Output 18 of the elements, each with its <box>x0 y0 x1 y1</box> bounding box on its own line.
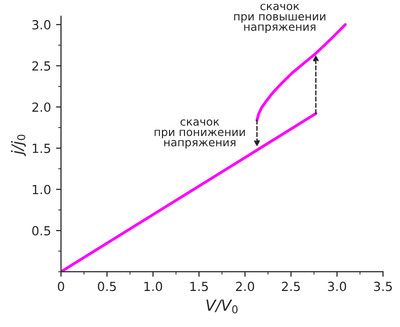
x-axis-title: V/V$_{0}$ <box>206 300 238 314</box>
x-tick-label: 3.5 <box>374 282 392 292</box>
x-tick-label: 3.0 <box>328 282 346 292</box>
y-tick-label: 3.0 <box>32 20 50 30</box>
y-tick-label: 1.0 <box>32 184 50 194</box>
annotation: скачок при понижении напряжения <box>154 119 245 149</box>
y-tick-label: 1.5 <box>32 144 50 154</box>
y-tick-label: 0.5 <box>32 226 50 236</box>
x-tick-label: 1.5 <box>190 282 208 292</box>
y-tick-label: 2.0 <box>32 102 50 112</box>
x-tick-label: 0 <box>58 282 64 292</box>
y-tick-label: 2.5 <box>32 61 50 71</box>
y-axis-title: j/j$_{0}$ <box>11 134 26 156</box>
x-tick-label: 2.5 <box>282 282 300 292</box>
x-tick-label: 1.0 <box>144 282 162 292</box>
x-tick-label: 0.5 <box>98 282 116 292</box>
annotation: скачок при повышении напряжения <box>234 4 326 34</box>
x-tick-label: 2.0 <box>236 282 254 292</box>
